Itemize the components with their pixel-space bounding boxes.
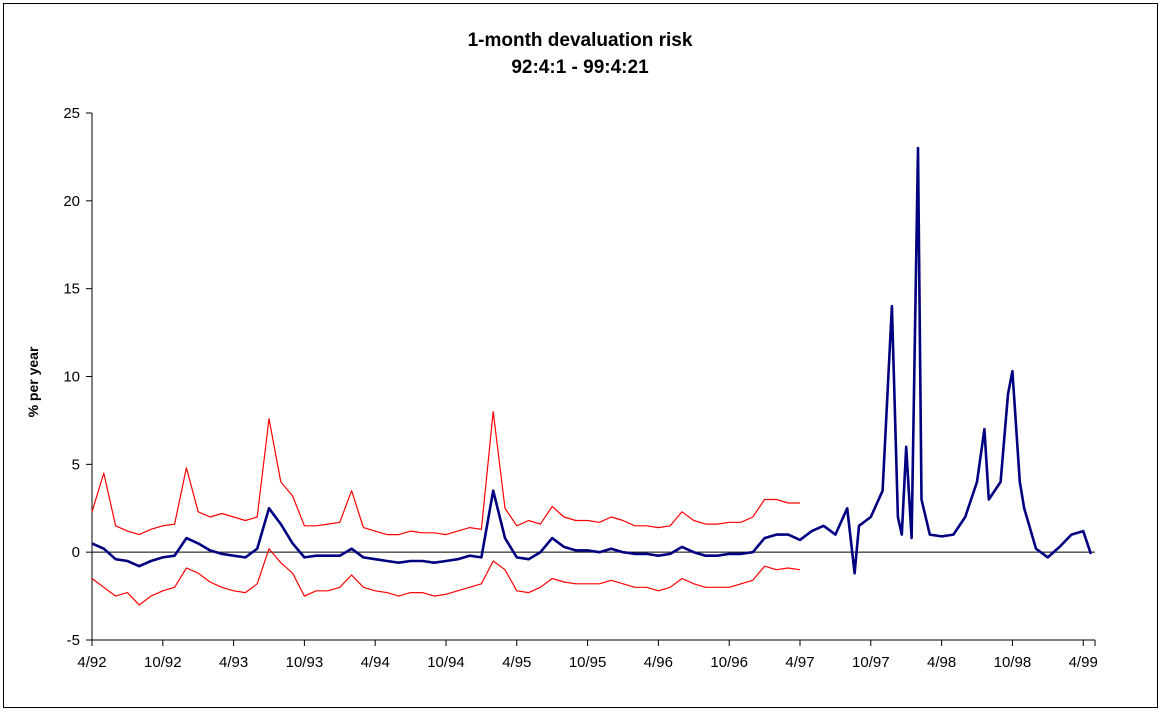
y-tick-label: 15 <box>63 281 80 298</box>
x-tick-label: 10/97 <box>852 654 890 671</box>
y-tick-label: 25 <box>63 105 80 122</box>
series-line-lower-band <box>91 548 801 606</box>
x-tick-label: 4/93 <box>219 654 248 671</box>
x-tick-label: 10/94 <box>427 654 465 671</box>
chart-title: 1-month devaluation risk <box>468 30 693 51</box>
x-tick-label: 10/96 <box>710 654 748 671</box>
x-tick-label: 4/98 <box>927 654 956 671</box>
x-tick-label: 10/98 <box>994 654 1032 671</box>
y-tick-label: 0 <box>72 544 80 561</box>
y-tick-label: 5 <box>72 456 80 473</box>
x-tick-label: 4/97 <box>785 654 814 671</box>
chart-frame <box>3 3 1158 708</box>
x-tick-label: 4/95 <box>502 654 531 671</box>
series-line-upper-band <box>91 411 800 536</box>
x-tick-label: 4/94 <box>361 654 390 671</box>
x-tick-label: 10/93 <box>286 654 324 671</box>
x-tick-label: 4/92 <box>77 654 106 671</box>
y-axis-label: % per year <box>25 346 41 417</box>
series-line-mean <box>91 146 1093 575</box>
y-tick-label: 20 <box>63 193 80 210</box>
y-tick-label: -5 <box>67 632 80 649</box>
x-tick-label: 10/92 <box>144 654 182 671</box>
x-tick-label: 4/99 <box>1069 654 1098 671</box>
y-tick-label: 10 <box>63 369 80 386</box>
x-tick-label: 4/96 <box>644 654 673 671</box>
x-tick-label: 10/95 <box>569 654 607 671</box>
chart-subtitle: 92:4:1 - 99:4:21 <box>511 57 649 78</box>
series-layer <box>91 146 1093 606</box>
